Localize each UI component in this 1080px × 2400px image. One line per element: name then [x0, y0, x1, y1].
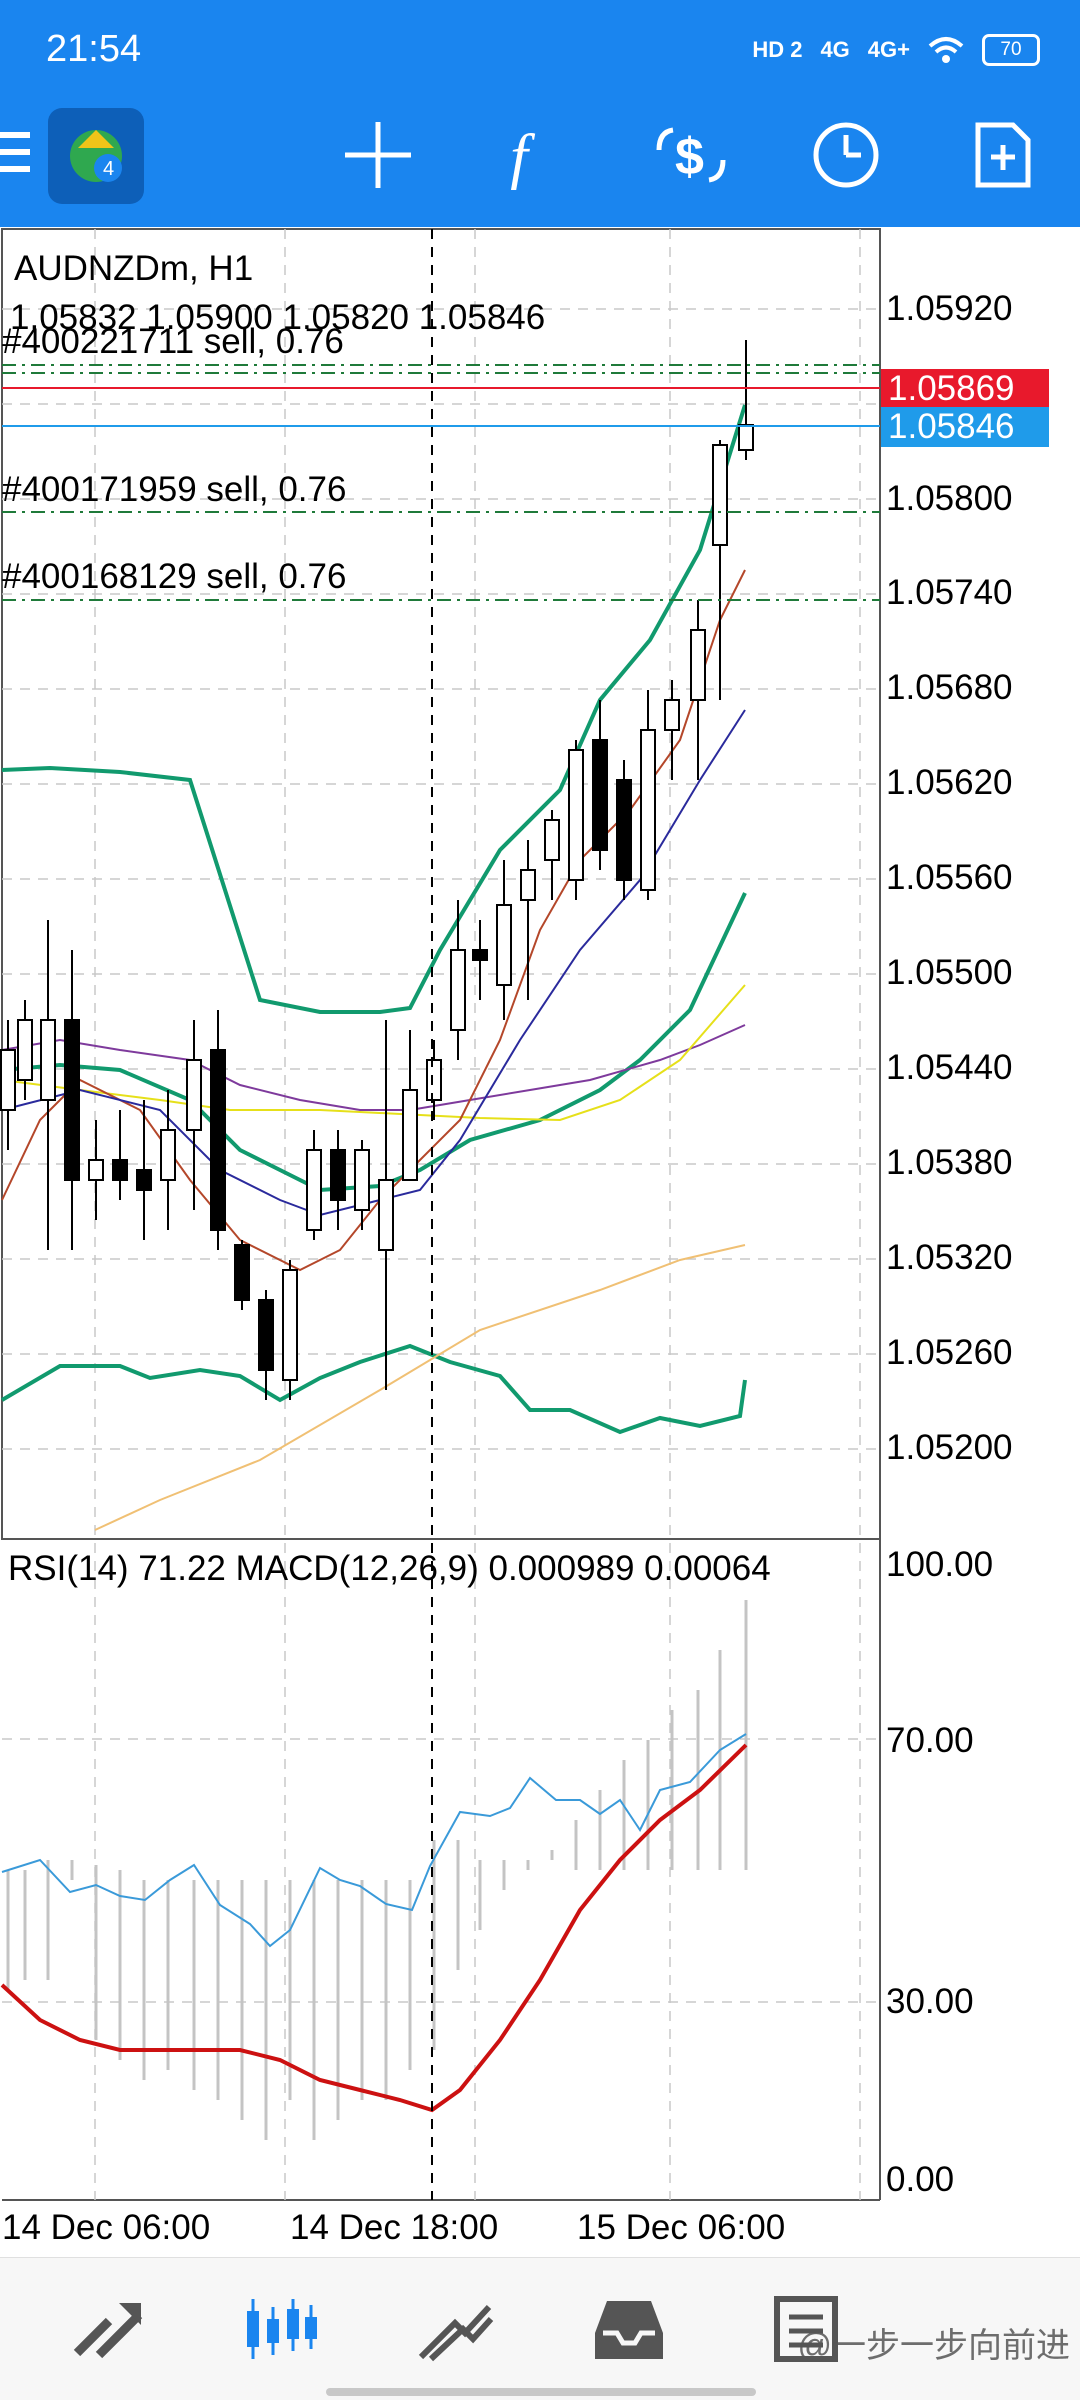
chart-icon[interactable] — [236, 2288, 326, 2368]
battery-icon: 70 — [982, 34, 1040, 66]
status-icons: HD 2 4G 4G+ 70 — [752, 30, 1040, 70]
candle-body — [258, 1299, 274, 1371]
time-tick: 15 Dec 06:00 — [577, 2208, 786, 2247]
candle-body — [378, 1179, 394, 1251]
candle-body — [496, 904, 512, 986]
candle-body — [234, 1244, 250, 1301]
price-chart[interactable] — [0, 227, 1080, 2257]
history-icon[interactable] — [584, 2288, 674, 2368]
sub-axis-tick: 100.00 — [886, 1545, 994, 1584]
price-tick: 1.05800 — [886, 479, 1013, 518]
candle-body — [0, 1049, 16, 1111]
price-tick: 1.05680 — [886, 668, 1013, 707]
candlesticks — [0, 340, 754, 1400]
sub-axis-tick: 70.00 — [886, 1721, 974, 1760]
menu-icon[interactable] — [0, 132, 30, 182]
candle-body — [210, 1049, 226, 1231]
bottom-nav: @一步一步向前进 — [0, 2257, 1080, 2400]
candle-body — [330, 1149, 346, 1201]
candle-body — [17, 1019, 33, 1081]
candle-body — [306, 1149, 322, 1231]
status-time: 21:54 — [46, 28, 142, 70]
candle-body — [616, 779, 632, 881]
price-tick: 1.05320 — [886, 1238, 1013, 1277]
app-logo-icon[interactable]: 4 — [48, 108, 144, 204]
svg-text:f: f — [510, 121, 536, 190]
quotes-icon[interactable] — [64, 2288, 154, 2368]
ma-navy — [1, 709, 746, 1217]
candle-body — [738, 424, 754, 451]
add-template-icon[interactable] — [958, 110, 1048, 200]
price-tick: 1.05380 — [886, 1143, 1013, 1182]
wifi-icon — [928, 37, 964, 63]
candle-body — [520, 869, 536, 901]
svg-text:$: $ — [675, 128, 704, 186]
candle-body — [450, 949, 466, 1031]
candle-body — [664, 699, 680, 731]
candle-body — [544, 819, 560, 861]
indicators-icon[interactable]: f — [486, 110, 576, 200]
chart-grid — [2, 229, 880, 2200]
candle-body — [136, 1169, 152, 1191]
sub-window-title: RSI(14) 71.22 MACD(12,26,9) 0.000989 0.0… — [8, 1549, 771, 1588]
price-tick: 1.05200 — [886, 1428, 1013, 1467]
candle-body — [88, 1159, 104, 1181]
candle-body — [426, 1059, 442, 1101]
order-label[interactable]: #400171959 sell, 0.76 — [2, 470, 347, 509]
signal-4g-icon: 4G — [820, 37, 850, 62]
hd-network-icon: HD 2 — [752, 37, 803, 62]
crosshair-icon[interactable] — [333, 110, 423, 200]
bollinger-lower — [0, 1343, 747, 1435]
ohlc-readout: 1.05832 1.05900 1.05820 1.05846 — [10, 298, 546, 337]
home-indicator[interactable] — [326, 2388, 756, 2396]
candle-body — [354, 1149, 370, 1211]
symbol-title: AUDNZDm, H1 — [14, 249, 254, 288]
candle-body — [186, 1059, 202, 1131]
price-tick: 1.05620 — [886, 763, 1013, 802]
price-tick: 1.05560 — [886, 858, 1013, 897]
ma-red — [1, 569, 746, 1272]
time-tick: 14 Dec 06:00 — [2, 2208, 211, 2247]
macd-signal-line — [0, 1743, 748, 2113]
candle-body — [40, 1019, 56, 1101]
order-label[interactable]: #400221711 sell, 0.76 — [2, 322, 344, 361]
candle-body — [712, 444, 728, 546]
watermark: @一步一步向前进 — [797, 2327, 1070, 2365]
bollinger-upper — [1, 404, 747, 1014]
trade-icon[interactable]: $ — [646, 110, 736, 200]
price-tick: 1.05260 — [886, 1333, 1013, 1372]
sub-axis-tick: 0.00 — [886, 2160, 955, 2199]
ma-orange — [94, 1244, 746, 1531]
candle-body — [282, 1269, 298, 1381]
candle-body — [160, 1129, 176, 1181]
time-tick: 14 Dec 18:00 — [290, 2208, 499, 2247]
candle-body — [472, 949, 488, 961]
candle-body — [640, 729, 656, 891]
candle-body — [402, 1089, 418, 1181]
svg-text:4: 4 — [103, 158, 114, 180]
ma-yellow — [1, 984, 746, 1122]
candle-body — [64, 1019, 80, 1181]
timeframe-icon[interactable] — [801, 110, 891, 200]
rsi-line — [1, 1733, 747, 1948]
chart-area[interactable]: AUDNZDm, H1 1.05832 1.05900 1.05820 1.05… — [0, 227, 1080, 2257]
candle-body — [690, 629, 706, 701]
top-bar: 21:54 HD 2 4G 4G+ 70 4 f $ — [0, 0, 1080, 227]
messages-icon[interactable] — [760, 2288, 850, 2368]
bollinger-middle — [1, 892, 747, 1193]
ask-price-tag: 1.05869 — [881, 369, 1049, 409]
price-tick: 1.05500 — [886, 953, 1013, 992]
order-label[interactable]: #400168129 sell, 0.76 — [2, 557, 347, 596]
sub-axis-tick: 30.00 — [886, 1982, 974, 2021]
candle-body — [112, 1159, 128, 1181]
price-tick: 1.05740 — [886, 573, 1013, 612]
candle-body — [592, 739, 608, 851]
trade-nav-icon[interactable] — [410, 2288, 500, 2368]
price-tick: 1.05440 — [886, 1048, 1013, 1087]
price-tick: 1.05920 — [886, 289, 1013, 328]
signal-4gplus-icon: 4G+ — [867, 37, 910, 62]
candle-body — [568, 749, 584, 881]
rsi-macd-lines — [0, 1600, 748, 2140]
bid-price-tag: 1.05846 — [881, 407, 1049, 447]
